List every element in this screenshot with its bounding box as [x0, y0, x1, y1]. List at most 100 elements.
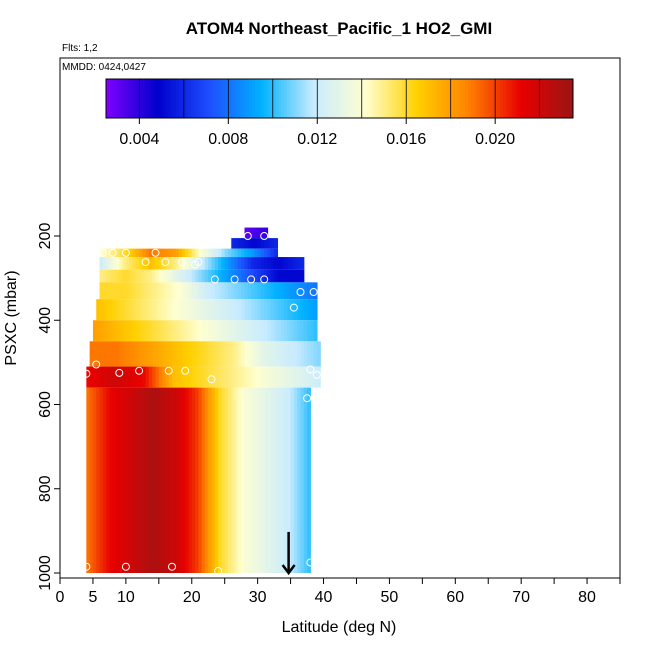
colorbar-swatch: [278, 79, 282, 118]
heatmap-cell: [135, 299, 140, 321]
colorbar: 0.004 0.008 0.012 0.016 0.020: [105, 78, 574, 148]
heatmap-cell: [198, 257, 203, 270]
heatmap-cell: [106, 248, 111, 258]
sample-point: [177, 258, 186, 267]
heatmap-cell: [148, 366, 153, 388]
colorbar-swatch: [178, 79, 183, 118]
heatmap-cell: [247, 238, 252, 249]
heatmap-cell: [139, 387, 143, 573]
heatmap-cell: [132, 257, 137, 270]
colorbar-frame: [105, 78, 574, 119]
heatmap-cell: [267, 238, 272, 249]
colorbar-swatch: [476, 79, 481, 118]
heatmap-cell: [106, 341, 111, 367]
heatmap-cell: [300, 387, 305, 573]
heatmap-cell: [162, 257, 167, 270]
heatmap-cell: [188, 299, 193, 321]
colorbar-swatch: [482, 79, 486, 118]
heatmap-cell: [188, 269, 193, 283]
heatmap-cell: [155, 387, 160, 573]
colorbar-swatch: [462, 79, 466, 118]
heatmap-cell: [125, 387, 130, 573]
heatmap-cell: [195, 257, 199, 270]
heatmap-cell: [290, 282, 295, 300]
heatmap-cell: [86, 387, 91, 573]
heatmap-cell: [178, 341, 183, 367]
sample-point: [207, 375, 216, 384]
heatmap-cell: [251, 248, 255, 258]
colorbar-swatch: [228, 79, 233, 118]
heatmap-cell: [155, 366, 160, 388]
heatmap-cell: [106, 282, 111, 300]
heatmap-cell: [122, 257, 127, 270]
heatmap-cell: [293, 282, 298, 300]
heatmap-cell: [162, 269, 167, 283]
heatmap-cell: [224, 282, 229, 300]
colorbar-swatch: [213, 79, 218, 118]
heatmap-cell: [125, 269, 130, 283]
heatmap-cell: [237, 282, 242, 300]
heatmap-cell: [132, 387, 137, 573]
heatmap-cell: [168, 269, 173, 283]
colorbar-swatch: [403, 79, 408, 118]
heatmap-cell: [139, 341, 143, 367]
heatmap-cell: [129, 248, 134, 258]
heatmap-cell: [162, 248, 167, 258]
heatmap-cell: [257, 387, 262, 573]
heatmap-cell: [218, 257, 223, 270]
y-tick-label: 800: [37, 475, 54, 502]
sample-point: [92, 360, 101, 369]
heatmap-cell: [310, 341, 315, 367]
colorbar-swatch: [108, 79, 113, 118]
heatmap-cell: [162, 282, 167, 300]
heatmap-cell: [175, 299, 180, 321]
heatmap-cell: [106, 269, 111, 283]
heatmap-cell: [168, 282, 173, 300]
heatmap-cell: [122, 387, 127, 573]
colorbar-swatch: [269, 79, 273, 118]
heatmap-cell: [257, 282, 262, 300]
heatmap-cell: [221, 387, 226, 573]
colorbar-swatch: [319, 79, 323, 118]
heatmap-cell: [155, 269, 160, 283]
heatmap-cell: [251, 341, 255, 367]
heatmap-cell: [122, 282, 127, 300]
colorbar-swatch: [470, 79, 475, 118]
heatmap-cell: [297, 282, 302, 300]
colorbar-swatch: [143, 79, 148, 118]
heatmap-cell: [99, 248, 104, 258]
colorbar-swatch: [456, 79, 460, 118]
heatmap-cell: [231, 366, 236, 388]
heatmap-cell: [152, 366, 157, 388]
heatmap-cell: [237, 299, 242, 321]
colorbar-swatch: [465, 79, 469, 118]
heatmap-cell: [244, 341, 249, 367]
heatmap-cell: [297, 366, 302, 388]
heatmap-cell: [92, 387, 97, 573]
colorbar-swatch: [313, 79, 317, 118]
heatmap-cell: [165, 341, 170, 367]
heatmap-cell: [293, 320, 298, 342]
colorbar-tick-label: 0.012: [297, 131, 337, 148]
heatmap-cell: [244, 387, 249, 573]
colorbar-swatch: [543, 79, 548, 118]
heatmap-cell: [188, 320, 193, 342]
heatmap-cell: [102, 387, 107, 573]
heatmap-cell: [116, 366, 120, 388]
heatmap-cell: [99, 282, 104, 300]
heatmap-cell: [208, 248, 213, 258]
heatmap-cell: [300, 282, 305, 300]
x-tick-label: 5: [88, 589, 97, 606]
heatmap-cell: [234, 282, 239, 300]
heatmap-cell: [264, 257, 269, 270]
sample-point: [210, 275, 219, 284]
heatmap-cell: [280, 320, 285, 342]
heatmap-cell: [267, 299, 272, 321]
heatmap-cell: [254, 282, 259, 300]
heatmap-cell: [198, 320, 203, 342]
heatmap-cell: [270, 282, 275, 300]
heatmap-cell: [198, 366, 203, 388]
heatmap-cell: [264, 320, 269, 342]
heatmap-cell: [185, 248, 190, 258]
x-tick-label: 60: [446, 589, 464, 606]
